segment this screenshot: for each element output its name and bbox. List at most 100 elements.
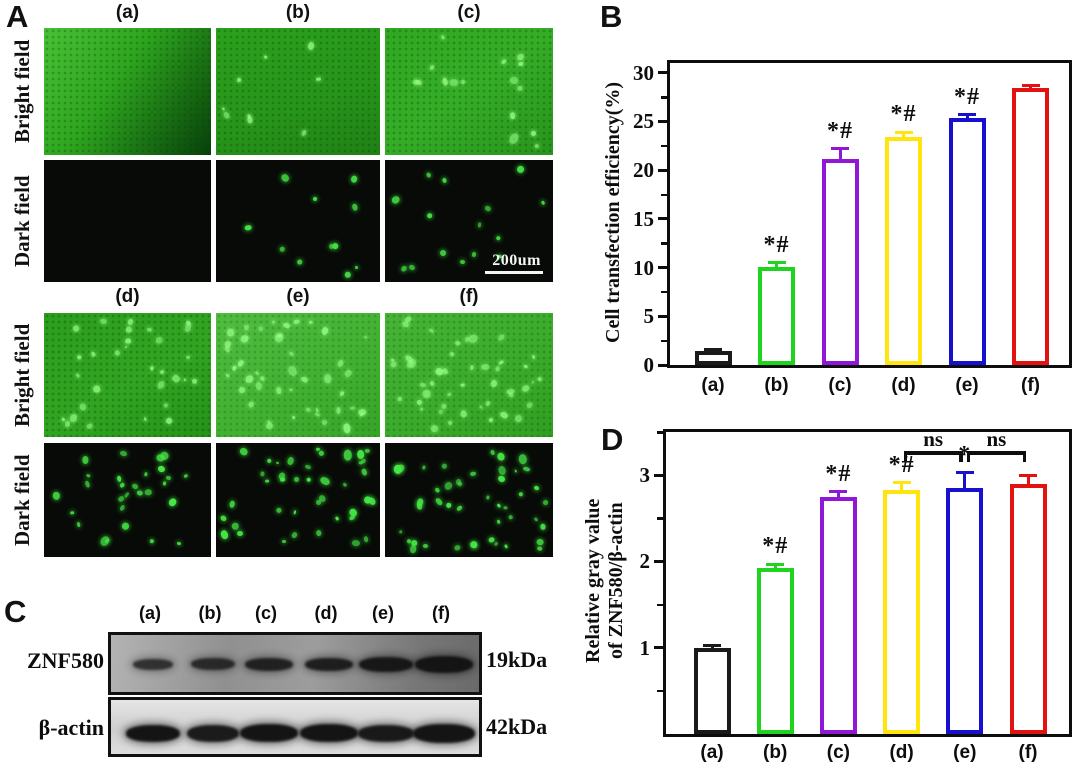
fluorescent-dot xyxy=(183,473,189,478)
fluorescent-dot xyxy=(135,489,144,497)
protein-band xyxy=(191,658,235,670)
fluorescent-dot xyxy=(509,76,519,84)
fluorescent-dot xyxy=(247,400,255,409)
fluorescent-dot xyxy=(282,539,287,544)
error-bar-cap xyxy=(829,490,848,494)
error-bar-stem xyxy=(775,262,778,267)
y-minor-tick xyxy=(661,290,667,294)
micrograph-(d)-bright-field xyxy=(44,313,211,437)
fluorescent-dot xyxy=(439,249,448,258)
fluorescent-dot xyxy=(335,406,341,414)
fluorescent-dot xyxy=(306,477,312,483)
fluorescent-dot xyxy=(275,386,282,395)
fluorescent-dot xyxy=(495,451,506,462)
y-tick-label: 15 xyxy=(633,206,654,231)
y-tick xyxy=(658,119,667,123)
panel-d-y-axis-title-line1: Relative gray value xyxy=(582,498,604,664)
y-tick xyxy=(654,473,663,477)
y-minor-tick xyxy=(657,603,663,607)
fluorescent-dot xyxy=(343,449,352,461)
fluorescent-dot xyxy=(434,487,441,494)
fluorescent-dot xyxy=(516,165,526,175)
error-bar-cap xyxy=(955,471,974,475)
fluorescent-dot xyxy=(539,523,546,530)
fluorescent-dot xyxy=(331,242,340,250)
fluorescent-dot xyxy=(176,541,182,546)
fluorescent-dot xyxy=(61,417,66,422)
fluorescent-dot xyxy=(350,406,355,411)
bar-(c) xyxy=(819,496,857,734)
bar-(e) xyxy=(946,488,984,734)
y-tick-label: 0 xyxy=(643,353,655,377)
y-minor-tick xyxy=(661,193,667,197)
fluorescent-dot xyxy=(495,235,501,241)
error-bar-cap xyxy=(767,261,786,265)
bar-(f) xyxy=(1009,483,1047,734)
fluorescent-dot xyxy=(498,410,509,420)
fluorescent-dot xyxy=(231,522,239,530)
row-label-bright-field: Bright field xyxy=(10,323,34,427)
micrograph-(e)-bright-field xyxy=(216,313,380,437)
fluorescent-dot xyxy=(455,504,463,512)
fluorescent-dot xyxy=(422,465,426,470)
fluorescent-dot xyxy=(467,333,479,344)
fluorescent-dot xyxy=(493,541,499,547)
fluorescent-dot xyxy=(185,355,191,360)
fluorescent-dot xyxy=(69,511,75,515)
x-category-label: (e) xyxy=(955,375,979,396)
fluorescent-dot xyxy=(426,212,433,219)
ns-label: ns xyxy=(986,427,1007,451)
protein-band xyxy=(358,724,414,742)
fluorescent-dot xyxy=(531,354,536,360)
fluorescent-dot xyxy=(494,365,502,373)
fluorescent-dot xyxy=(407,263,416,272)
x-category-label: (f) xyxy=(1021,375,1040,396)
fluorescent-dot xyxy=(119,482,126,489)
fluorescent-dot xyxy=(236,531,243,537)
y-tick xyxy=(658,217,667,221)
x-category-label: (a) xyxy=(700,742,724,763)
fluorescent-dot xyxy=(244,373,255,385)
fluorescent-dot xyxy=(429,64,436,71)
fluorescent-dot xyxy=(367,495,378,506)
fluorescent-dot xyxy=(503,543,509,550)
bar-(a) xyxy=(693,647,731,734)
micrograph-(a)-bright-field xyxy=(44,28,211,155)
fluorescent-dot xyxy=(79,402,87,412)
fluorescent-dot xyxy=(254,370,260,375)
fluorescent-dot xyxy=(469,471,477,477)
micrograph-(c)-bright-field xyxy=(385,28,553,155)
fluorescent-dot xyxy=(517,84,524,92)
fluorescent-dot xyxy=(449,352,454,356)
ns-bracket xyxy=(966,451,1026,455)
fluorescent-dot xyxy=(321,419,328,426)
fluorescent-dot xyxy=(274,506,283,515)
protein-band xyxy=(245,657,293,671)
fluorescent-dot xyxy=(300,375,309,384)
fluorescent-dot xyxy=(530,130,538,138)
fluorescent-dot xyxy=(338,390,345,398)
fluorescent-dot xyxy=(503,505,508,510)
protein-label-beta-actin: β-actin xyxy=(38,715,104,740)
protein-band xyxy=(187,724,239,742)
micrograph-(c)-dark-field: 200um xyxy=(385,160,553,282)
fluorescent-dot xyxy=(119,450,128,457)
fluorescent-dot xyxy=(244,224,252,231)
lane-label: (d) xyxy=(314,603,338,623)
micrograph-(e)-dark-field xyxy=(216,443,380,557)
fluorescent-dot xyxy=(419,407,424,412)
fluorescent-dot xyxy=(90,351,97,358)
fluorescent-dot xyxy=(500,58,507,65)
bar-(d) xyxy=(883,489,921,734)
fluorescent-dot xyxy=(287,456,295,466)
fluorescent-dot xyxy=(318,475,332,488)
fluorescent-dot xyxy=(165,474,172,480)
fluorescent-dot xyxy=(342,368,353,379)
fluorescent-dot xyxy=(85,422,94,431)
x-category-label: (c) xyxy=(828,375,852,396)
error-bar-stem xyxy=(902,132,905,138)
lane-label: (f) xyxy=(432,603,450,623)
fluorescent-dot xyxy=(275,461,280,465)
y-tick xyxy=(658,314,667,318)
y-minor-tick xyxy=(657,431,663,434)
